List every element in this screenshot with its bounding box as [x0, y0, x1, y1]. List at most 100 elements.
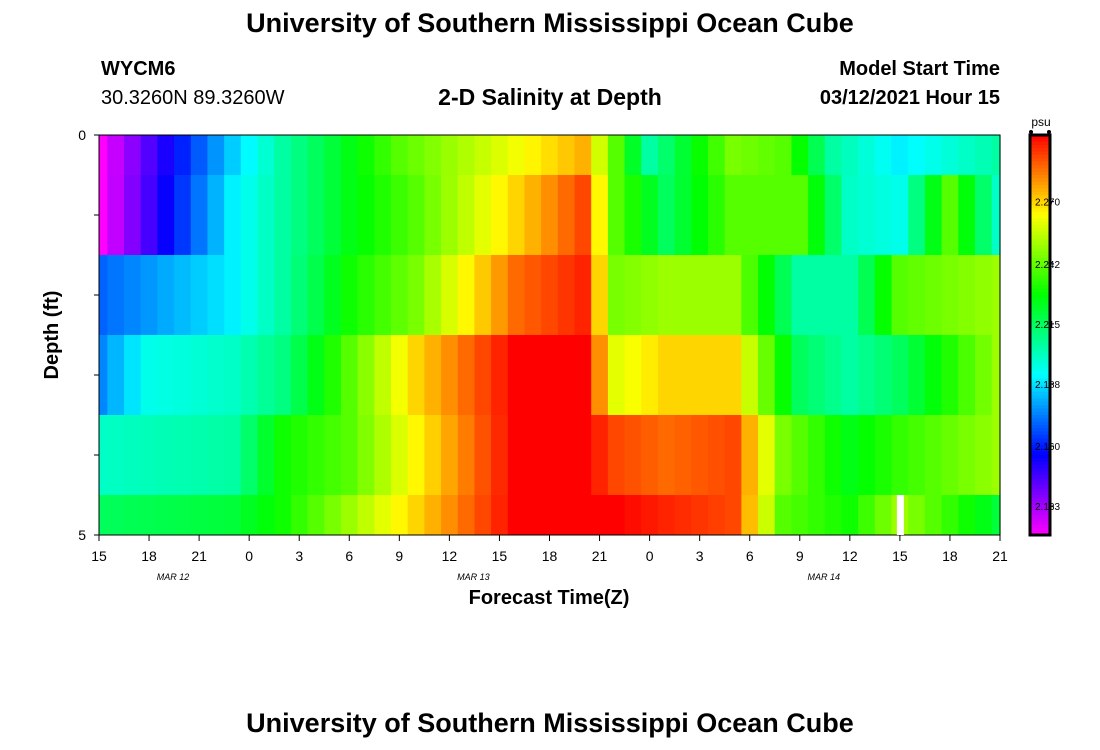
- heatmap-cell: [524, 335, 542, 416]
- colorbar-swatch: [1030, 488, 1050, 493]
- heatmap-cell: [174, 415, 192, 496]
- heatmap-cell: [157, 135, 175, 176]
- heatmap-cell: [724, 335, 742, 416]
- heatmap-cell: [591, 335, 609, 416]
- heatmap-cell: [357, 135, 375, 176]
- heatmap-cell: [958, 495, 976, 536]
- heatmap-cell: [607, 495, 626, 536]
- colorbar-swatch: [1030, 135, 1050, 139]
- heatmap-cell: [708, 175, 726, 256]
- heatmap-cell: [758, 135, 776, 176]
- colorbar-swatch: [1030, 265, 1050, 269]
- colorbar-tick-label: 2.133: [1035, 502, 1060, 513]
- heatmap-cell: [808, 175, 826, 256]
- heatmap-cell: [557, 175, 576, 256]
- colorbar-swatch: [1030, 515, 1050, 519]
- heatmap-cell: [858, 415, 876, 496]
- heatmap-cell: [107, 335, 125, 416]
- colorbar-swatch: [1030, 365, 1050, 369]
- heatmap-cell: [390, 495, 409, 536]
- heatmap-cell: [307, 255, 325, 336]
- colorbar-swatch: [1030, 301, 1050, 306]
- heatmap-cell: [641, 255, 659, 336]
- heatmap-cell: [874, 415, 893, 496]
- colorbar-swatch: [1030, 451, 1050, 456]
- colorbar-swatch: [1030, 401, 1050, 406]
- heatmap-cell: [257, 135, 275, 176]
- heatmap-cell: [340, 175, 359, 256]
- heatmap-cell: [307, 135, 325, 176]
- heatmap-cell: [257, 415, 275, 496]
- colorbar-swatch: [1030, 405, 1050, 409]
- heatmap-cell: [657, 495, 676, 536]
- heatmap-cell: [407, 495, 425, 536]
- heatmap-cell: [290, 335, 309, 416]
- heatmap-cell: [791, 135, 809, 176]
- heatmap-cell: [357, 335, 375, 416]
- heatmap-cell: [908, 495, 926, 536]
- heatmap-cell: [774, 135, 793, 176]
- heatmap-cell: [474, 135, 492, 176]
- heatmap-cell: [374, 255, 392, 336]
- heatmap-cell: [207, 175, 225, 256]
- x-tick-label: 3: [295, 548, 303, 564]
- heatmap-cell: [808, 495, 826, 536]
- colorbar-swatch: [1030, 375, 1050, 379]
- colorbar-swatch: [1030, 255, 1050, 259]
- heatmap-cell: [324, 175, 342, 256]
- heatmap-cell: [274, 175, 292, 256]
- heatmap-cell: [741, 135, 759, 176]
- heatmap-cell: [841, 175, 859, 256]
- colorbar-swatch: [1030, 501, 1050, 506]
- heatmap-cell: [708, 495, 726, 536]
- heatmap-cell: [591, 495, 609, 536]
- heatmap-cell: [908, 175, 926, 256]
- heatmap-cell: [607, 135, 626, 176]
- colorbar-swatch: [1030, 161, 1050, 166]
- heatmap-cell: [107, 175, 125, 256]
- heatmap-cell: [257, 495, 275, 536]
- heatmap-cell: [324, 495, 342, 536]
- heatmap-cell: [641, 175, 659, 256]
- heatmap-cell: [374, 135, 392, 176]
- heatmap-cell: [557, 135, 576, 176]
- heatmap-cell: [240, 495, 259, 536]
- heatmap-cell: [808, 255, 826, 336]
- date-label: MAR 13: [457, 572, 490, 582]
- heatmap-cell: [741, 415, 759, 496]
- heatmap-cell: [791, 175, 809, 256]
- colorbar-swatch: [1030, 391, 1050, 396]
- heatmap-cell: [274, 135, 292, 176]
- heatmap-cell: [858, 175, 876, 256]
- colorbar-swatch: [1030, 215, 1050, 219]
- heatmap-cell: [991, 495, 1001, 536]
- colorbar-swatch: [1030, 325, 1050, 329]
- heatmap-cell: [624, 415, 642, 496]
- heatmap-cell: [574, 335, 592, 416]
- colorbar-swatch: [1030, 141, 1050, 146]
- colorbar-swatch: [1030, 351, 1050, 356]
- heatmap-cell: [858, 135, 876, 176]
- heatmap-cell: [524, 135, 542, 176]
- heatmap-cell: [924, 135, 943, 176]
- heatmap-cell: [507, 175, 526, 256]
- heatmap-cell: [758, 335, 776, 416]
- heatmap-cell: [858, 495, 876, 536]
- heatmap-cell: [457, 175, 476, 256]
- colorbar-swatch: [1030, 485, 1050, 489]
- colorbar-swatch: [1030, 295, 1050, 299]
- heatmap-cell: [541, 175, 559, 256]
- heatmap-cell: [941, 175, 959, 256]
- heatmap-cell: [357, 175, 375, 256]
- heatmap-cell: [407, 335, 425, 416]
- heatmap-cell: [574, 255, 592, 336]
- heatmap-cell: [290, 135, 309, 176]
- heatmap-cell: [457, 135, 476, 176]
- heatmap-cell: [758, 415, 776, 496]
- heatmap-cell: [624, 495, 642, 536]
- colorbar-swatch: [1030, 225, 1050, 229]
- heatmap-cell: [190, 335, 209, 416]
- heatmap-cell: [708, 415, 726, 496]
- plot-title: 2-D Salinity at Depth: [438, 84, 662, 110]
- heatmap-cell: [340, 255, 359, 336]
